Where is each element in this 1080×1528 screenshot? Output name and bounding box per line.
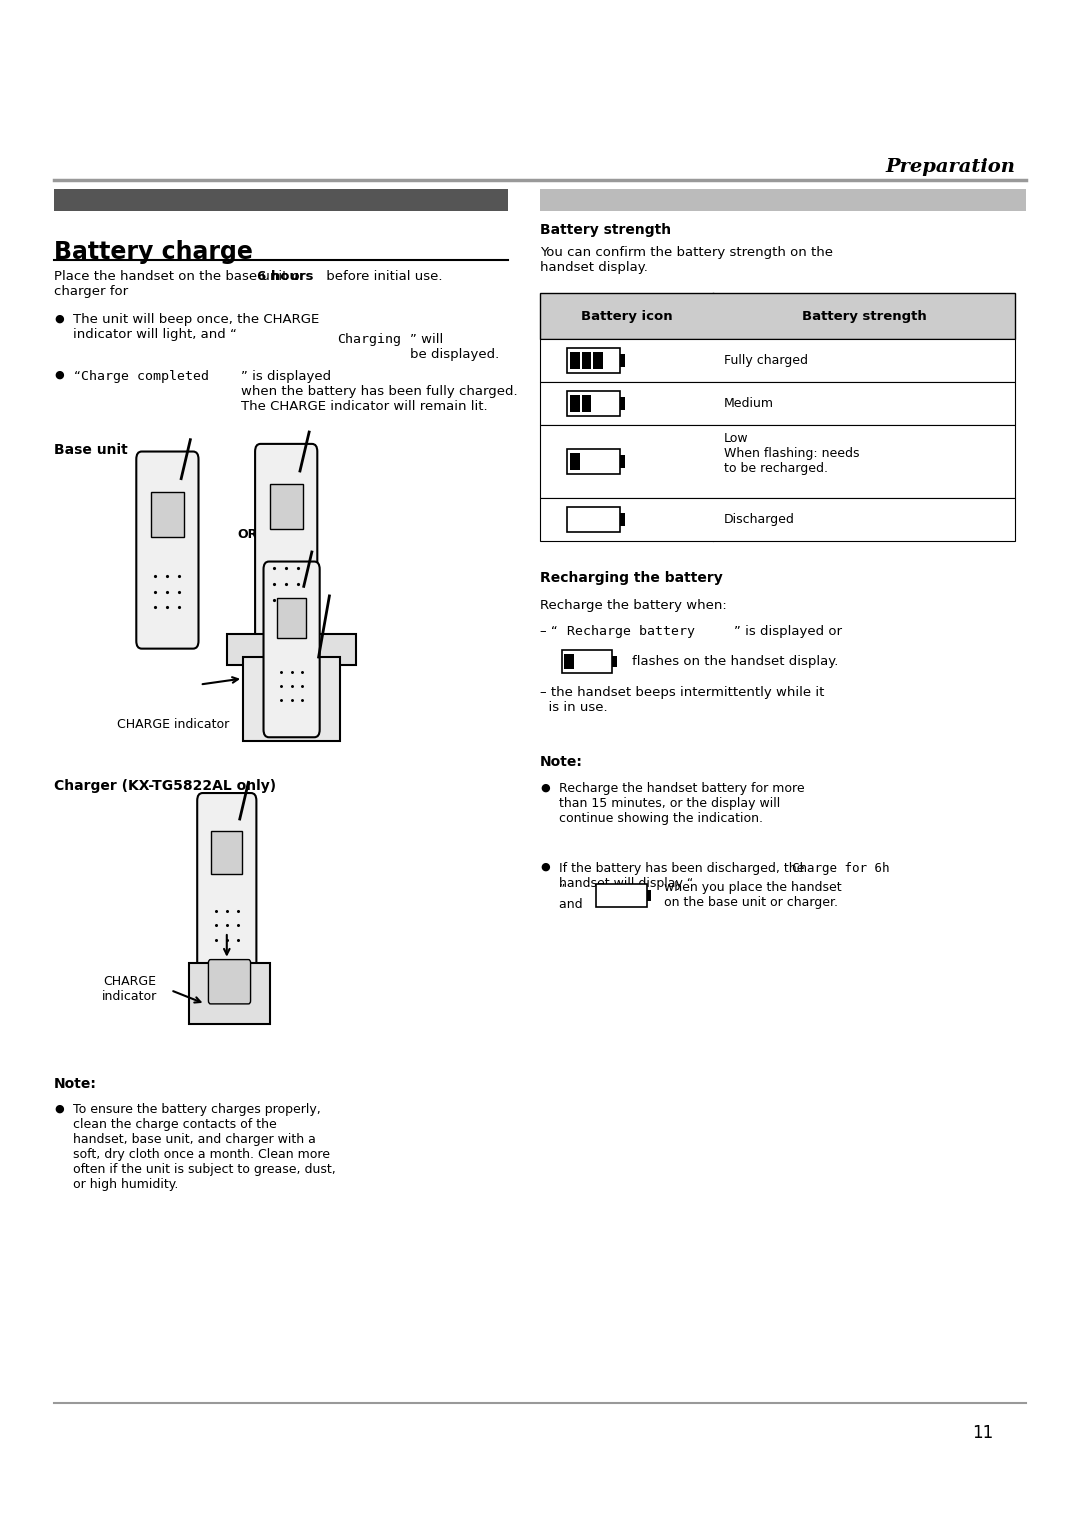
FancyBboxPatch shape: [198, 793, 256, 979]
Text: If the battery has been discharged, the
handset will display “: If the battery has been discharged, the …: [559, 862, 805, 889]
Bar: [243, 657, 340, 741]
Text: Battery icon: Battery icon: [581, 310, 672, 322]
Bar: [570, 454, 580, 469]
Text: OR: OR: [238, 529, 258, 541]
Text: ” will
be displayed.: ” will be displayed.: [410, 333, 500, 361]
Bar: [582, 396, 592, 411]
Bar: [570, 396, 580, 411]
Text: ●: ●: [54, 1103, 64, 1114]
Text: The unit will beep once, the CHARGE
indicator will light, and “: The unit will beep once, the CHARGE indi…: [73, 313, 320, 341]
Text: You can confirm the battery strength on the
handset display.: You can confirm the battery strength on …: [540, 246, 833, 274]
Text: Charge completed: Charge completed: [81, 370, 210, 384]
Bar: [582, 353, 592, 368]
Text: Base unit: Base unit: [54, 443, 127, 457]
Bar: [567, 449, 620, 474]
Text: before initial use.: before initial use.: [322, 270, 443, 284]
Text: Charger (KX-TG5822AL only): Charger (KX-TG5822AL only): [54, 779, 276, 793]
Bar: [54, 189, 508, 211]
Text: flashes on the handset display.: flashes on the handset display.: [632, 656, 838, 668]
Text: ●: ●: [540, 862, 550, 872]
Bar: [620, 354, 625, 367]
Bar: [540, 498, 1015, 541]
FancyBboxPatch shape: [208, 960, 251, 1004]
Bar: [540, 339, 1015, 382]
Text: 11: 11: [972, 1424, 994, 1442]
FancyBboxPatch shape: [136, 452, 199, 648]
Text: – the handset beeps intermittently while it
  is in use.: – the handset beeps intermittently while…: [540, 686, 824, 714]
Text: ”
and: ” and: [559, 883, 588, 911]
Bar: [540, 382, 1015, 425]
Bar: [567, 348, 620, 373]
Text: 6 hours: 6 hours: [257, 270, 313, 284]
Text: when you place the handset
on the base unit or charger.: when you place the handset on the base u…: [664, 882, 841, 909]
Text: ” is displayed
when the battery has been fully charged.
The CHARGE indicator wil: ” is displayed when the battery has been…: [241, 370, 517, 413]
Bar: [562, 649, 612, 674]
Bar: [620, 455, 625, 468]
FancyBboxPatch shape: [264, 562, 320, 738]
Bar: [567, 391, 620, 416]
Text: Recharging the battery: Recharging the battery: [540, 571, 723, 585]
Text: Recharge battery: Recharge battery: [567, 625, 696, 639]
Bar: [540, 189, 1026, 211]
Text: ” is displayed or: ” is displayed or: [734, 625, 842, 639]
Text: CHARGE
indicator: CHARGE indicator: [102, 975, 158, 1002]
Bar: [189, 963, 270, 1024]
Text: Low
When flashing: needs
to be recharged.: Low When flashing: needs to be recharged…: [724, 432, 859, 475]
FancyBboxPatch shape: [255, 445, 318, 642]
Text: ●: ●: [54, 313, 64, 324]
Bar: [620, 513, 625, 526]
Text: Medium: Medium: [724, 397, 773, 410]
Bar: [151, 492, 184, 538]
Bar: [540, 293, 1015, 339]
Text: Fully charged: Fully charged: [724, 354, 808, 367]
Text: Charge for 6h: Charge for 6h: [792, 862, 889, 876]
Text: Note:: Note:: [540, 755, 583, 769]
Text: Battery strength: Battery strength: [540, 223, 671, 237]
Bar: [570, 353, 580, 368]
Bar: [540, 425, 1015, 498]
Bar: [227, 634, 356, 665]
Text: Charging: Charging: [337, 333, 401, 347]
Bar: [620, 397, 625, 410]
Text: ●: ●: [54, 370, 64, 380]
Bar: [593, 353, 603, 368]
Text: Battery charge: Battery charge: [54, 240, 253, 264]
Text: Recharge the battery when:: Recharge the battery when:: [540, 599, 727, 613]
Text: Preparation: Preparation: [886, 157, 1015, 176]
Text: CHARGE indicator: CHARGE indicator: [117, 718, 229, 732]
Bar: [596, 883, 647, 908]
Bar: [612, 656, 617, 668]
Text: Note:: Note:: [54, 1077, 97, 1091]
Text: Battery strength: Battery strength: [801, 310, 927, 322]
Text: Discharged: Discharged: [724, 513, 795, 526]
Text: Recharge the handset battery for more
than 15 minutes, or the display will
conti: Recharge the handset battery for more th…: [559, 782, 805, 825]
Bar: [567, 507, 620, 532]
Bar: [647, 889, 651, 902]
Bar: [565, 654, 573, 669]
Bar: [212, 831, 242, 874]
Text: To ensure the battery charges properly,
clean the charge contacts of the
handset: To ensure the battery charges properly, …: [73, 1103, 336, 1192]
Text: “: “: [73, 370, 80, 384]
Text: – “: – “: [540, 625, 557, 639]
Bar: [270, 484, 302, 530]
Text: Place the handset on the base unit or
charger for: Place the handset on the base unit or ch…: [54, 270, 306, 298]
Bar: [276, 597, 307, 639]
Text: ●: ●: [540, 782, 550, 793]
